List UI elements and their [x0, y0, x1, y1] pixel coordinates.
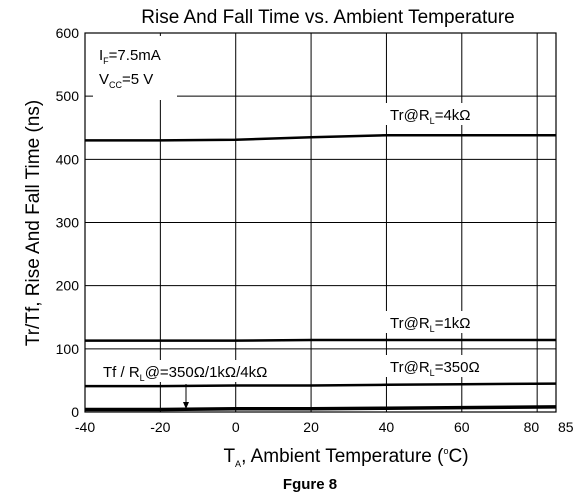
series-line-tr-350 — [85, 382, 557, 388]
y-axis-label: Tr/Tf, Rise And Fall Time (ns) — [23, 100, 44, 346]
x-tick-label: 40 — [379, 419, 395, 435]
x-tick-label: 60 — [454, 419, 470, 435]
label-bg-tf — [97, 360, 303, 382]
series-label-tf: Tf / RL@=350Ω/1kΩ/4kΩ — [103, 364, 267, 383]
condition-vcc: VCC=5 V — [99, 71, 153, 90]
y-tick-label: 600 — [56, 25, 80, 41]
chart-title: Rise And Fall Time vs. Ambient Temperatu… — [141, 7, 514, 28]
label-bg-1k — [384, 311, 496, 333]
condition-if: IF=7.5mA — [99, 47, 161, 66]
y-tick-label: 200 — [56, 278, 80, 294]
series-label-tr-1k: Tr@RL=1kΩ — [390, 315, 471, 334]
x-tick-label: -40 — [75, 419, 95, 435]
series-label-tr-4k: Tr@RL=4kΩ — [390, 107, 471, 126]
y-tick-label: 500 — [56, 88, 80, 104]
series-line-tr-1k — [85, 338, 556, 342]
tick-labels: 0 100 200 300 400 500 600 -40 -20 0 20 40 60 80 85 — [56, 25, 574, 435]
tf-arrow — [183, 384, 189, 409]
conditions-box — [93, 36, 177, 100]
figure-caption: Fgure 8 — [283, 476, 337, 493]
series-layer — [85, 134, 557, 412]
plot-frame — [84, 32, 557, 413]
y-tick-label: 400 — [56, 151, 80, 167]
x-tick-label: 20 — [303, 419, 319, 435]
x-tick-label: 80 — [524, 419, 540, 435]
series-line-tr-4k — [85, 134, 556, 142]
label-bg-4k — [384, 103, 508, 125]
y-tick-label: 300 — [56, 215, 80, 231]
x-tick-label: -20 — [150, 419, 170, 435]
x-axis-label: TA, Ambient Temperature (oC) — [223, 446, 468, 469]
label-bg-350 — [384, 355, 512, 377]
y-tick-label: 0 — [71, 404, 79, 420]
x-tick-label: 0 — [232, 419, 240, 435]
series-label-tr-350: Tr@RL=350Ω — [390, 359, 480, 378]
series-line-tf — [85, 405, 557, 412]
y-tick-label: 100 — [56, 341, 80, 357]
x-tick-label: 85 — [558, 419, 574, 435]
